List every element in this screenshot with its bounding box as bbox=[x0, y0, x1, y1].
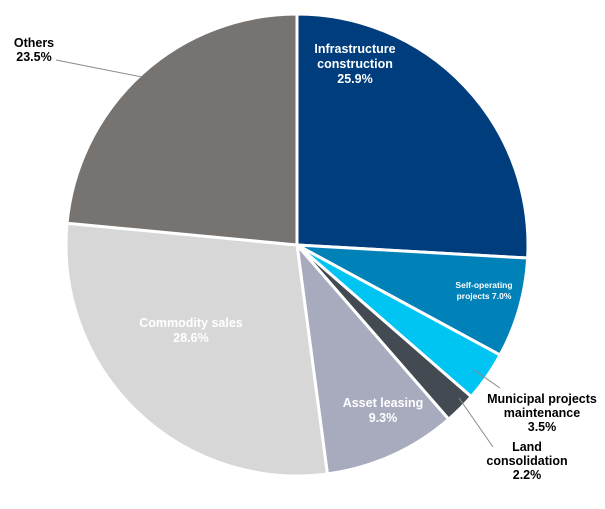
slice-label-line: Commodity sales bbox=[139, 316, 243, 330]
slice-label-line: 2.2% bbox=[513, 468, 542, 482]
pie-slice-self-operating-projects bbox=[295, 243, 530, 357]
slice-label-line: consolidation bbox=[486, 454, 567, 468]
slice-label-line: projects 7.0% bbox=[457, 291, 512, 301]
pie-slices bbox=[64, 12, 530, 478]
pie-slice-infrastructure-construction bbox=[295, 12, 530, 260]
slice-label: Infrastructure construction 25.9% bbox=[314, 42, 395, 86]
leader-line bbox=[458, 397, 494, 448]
slice-label-line: Self-operating bbox=[455, 280, 512, 290]
slice-label-line: 25.9% bbox=[337, 72, 372, 86]
leader-line bbox=[55, 59, 143, 78]
slice-label-line: Others bbox=[14, 36, 54, 50]
slice-label: Others 23.5% bbox=[14, 36, 54, 64]
pie-labels: Infrastructure construction 25.9% Self-oper… bbox=[14, 36, 597, 482]
slice-label-line: 28.6% bbox=[173, 331, 208, 345]
slice-label-line: 23.5% bbox=[16, 50, 51, 64]
slice-label: Commodity sales 28.6% bbox=[139, 316, 243, 345]
slice-label-line: 3.5% bbox=[528, 420, 557, 434]
pie-slice-commodity-sales bbox=[64, 221, 329, 478]
slice-label: Asset leasing 9.3% bbox=[343, 396, 424, 425]
pie-slice-others bbox=[65, 12, 299, 247]
slice-label-line: Infrastructure bbox=[314, 42, 395, 56]
pie-slice-asset-leasing bbox=[295, 243, 451, 476]
slice-label-line: Asset leasing bbox=[343, 396, 424, 410]
slice-label-line: 9.3% bbox=[369, 411, 398, 425]
slice-label: Municipal projects maintenance 3.5% bbox=[487, 392, 597, 434]
slice-label-line: Land bbox=[512, 440, 542, 454]
slice-label: Self-operating projects 7.0% bbox=[455, 280, 512, 301]
slice-label-line: Municipal projects bbox=[487, 392, 597, 406]
slice-label-line: construction bbox=[317, 57, 393, 71]
slice-label: Land consolidation 2.2% bbox=[486, 440, 567, 482]
slice-label-line: maintenance bbox=[504, 406, 580, 420]
leader-line bbox=[473, 369, 501, 389]
